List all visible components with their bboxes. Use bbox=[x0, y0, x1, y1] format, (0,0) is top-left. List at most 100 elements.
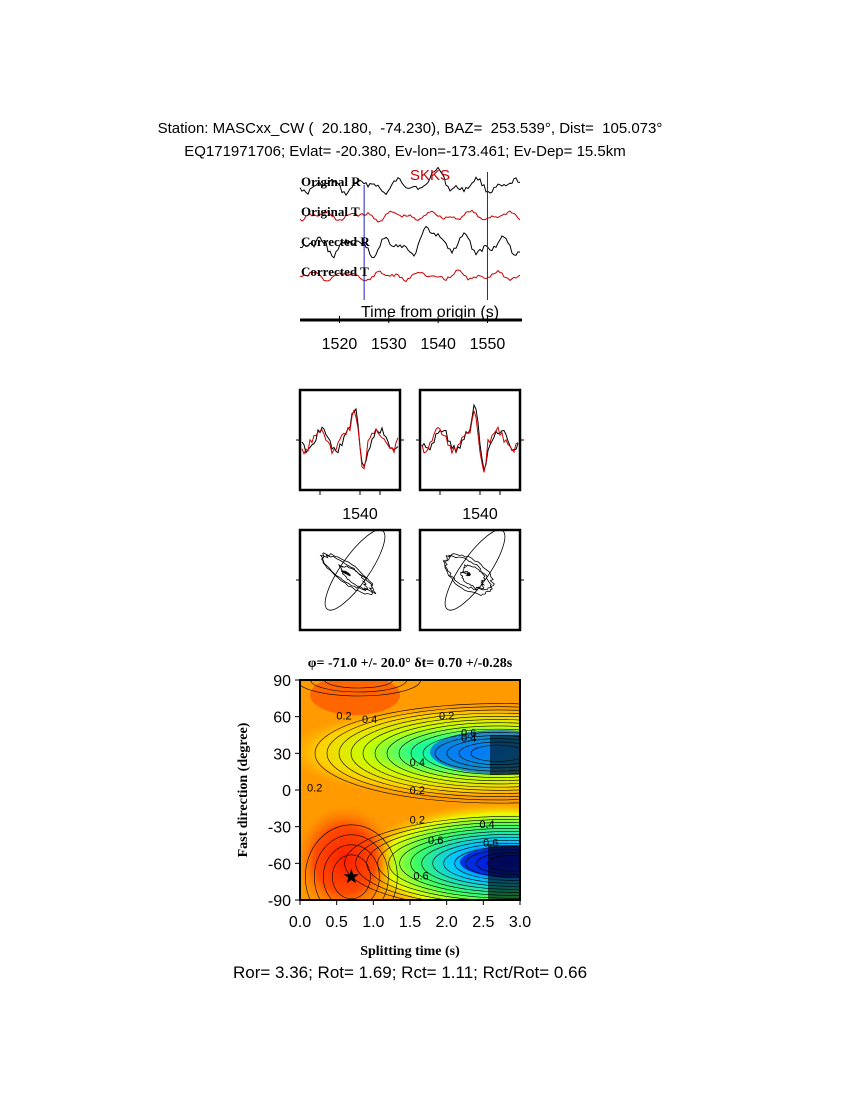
contour-line bbox=[388, 828, 520, 899]
overlay-trace-black bbox=[421, 403, 519, 472]
contour-line bbox=[410, 728, 520, 778]
contour-line bbox=[386, 722, 520, 785]
best-fit-star bbox=[343, 868, 359, 884]
contour-label: 0.6 bbox=[428, 835, 443, 847]
contour-label: 0.6 bbox=[483, 838, 498, 850]
best-fit-star-marker bbox=[343, 868, 359, 884]
contour-line bbox=[323, 844, 380, 900]
overlay-trace-black bbox=[301, 407, 399, 468]
trace-original-r bbox=[299, 166, 521, 197]
contour-line bbox=[443, 843, 520, 884]
energy-grid bbox=[300, 680, 520, 900]
trace-original-t bbox=[299, 209, 521, 223]
phi-result: φ= -71.0 +/- 20.0° bbox=[308, 656, 411, 671]
overlay-traces bbox=[296, 403, 524, 495]
contour-line bbox=[314, 834, 389, 900]
contour-line bbox=[398, 725, 520, 782]
corrected-particle-motion-frame bbox=[418, 528, 522, 632]
contour-labels: 0.2 0.20.20.20.20.40.40.40.40.60.60.60.6 bbox=[307, 710, 498, 882]
contour-line bbox=[377, 825, 520, 900]
contour-label: 0.2 bbox=[336, 710, 351, 722]
contour-line bbox=[300, 680, 421, 697]
contour-label: 0.4 bbox=[461, 732, 476, 744]
contour-line bbox=[421, 837, 520, 890]
waveform-overlay-panels: 1540 1540 bbox=[296, 388, 524, 523]
particle-motion-curve bbox=[319, 552, 377, 596]
particle-motion-panels bbox=[296, 528, 524, 632]
contour-line bbox=[326, 706, 520, 801]
grid-x-tick-label: 1.5 bbox=[399, 914, 421, 931]
contour-line bbox=[446, 738, 520, 769]
x-tick-label: 1530 bbox=[371, 336, 407, 353]
contour-line bbox=[332, 854, 371, 900]
contour-line bbox=[487, 855, 520, 872]
contour-line bbox=[374, 719, 520, 788]
grid-x-tick-label: 0.5 bbox=[326, 914, 348, 931]
splitting-grid-panel: φ= -71.0 +/- 20.0° δt= 0.70 +/-0.28s 0.2… bbox=[236, 656, 531, 959]
contour-line bbox=[399, 831, 520, 896]
contour-label: 0.4 bbox=[362, 714, 377, 726]
grid-x-tick-label: 1.0 bbox=[362, 914, 384, 931]
contour-line bbox=[476, 852, 520, 875]
contour-label: 0.2 bbox=[410, 814, 425, 826]
contour-line bbox=[305, 824, 398, 900]
contour-label: 0.2 bbox=[307, 783, 322, 795]
x-tick-label: 1550 bbox=[470, 336, 506, 353]
contour-line bbox=[350, 712, 520, 794]
series-label-original-t: Original T bbox=[301, 204, 360, 219]
contour-line bbox=[454, 846, 520, 881]
series-label-corrected-t: Corrected T bbox=[301, 264, 369, 279]
contour-line bbox=[344, 816, 520, 900]
dt-result: δt= 0.70 +/-0.28s bbox=[414, 656, 512, 671]
contour-line bbox=[458, 741, 520, 766]
grid-x-tick-label: 2.5 bbox=[472, 914, 494, 931]
station-info: Station: MASCxx_CW ( 20.180, -74.230), B… bbox=[157, 120, 663, 137]
contour-line bbox=[314, 703, 520, 804]
trace-corrected-r bbox=[299, 225, 521, 259]
contour-label: 0.4 bbox=[479, 819, 494, 831]
grid-y-tick-label: 0 bbox=[282, 783, 291, 800]
contour-line bbox=[434, 735, 520, 772]
event-info: EQ171971706; Evlat= -20.380, Ev-lon=-173… bbox=[184, 143, 626, 160]
uncorrected-particle-motion-frame bbox=[298, 528, 402, 632]
overlay-trace-red bbox=[301, 408, 399, 470]
trace-group bbox=[299, 166, 521, 283]
ratio-summary: Ror= 3.36; Rot= 1.69; Rct= 1.11; Rct/Rot… bbox=[232, 963, 588, 982]
polarization-ellipse bbox=[324, 529, 386, 611]
contour-label: 0.2 bbox=[410, 785, 425, 797]
overlay-right-tick-label: 1540 bbox=[462, 506, 498, 523]
contour-line bbox=[355, 819, 520, 900]
contour-line bbox=[362, 716, 520, 791]
grid-y-tick-label: -30 bbox=[268, 820, 291, 837]
contour-line bbox=[310, 680, 407, 693]
grid-y-tick-label: -90 bbox=[268, 893, 291, 910]
contour-label: 0.6 bbox=[461, 728, 476, 740]
contour-line bbox=[410, 834, 520, 893]
grid-x-tick-label: 0.0 bbox=[289, 914, 311, 931]
contour-line bbox=[465, 849, 520, 878]
grid-axes: 0.0 0.5 1.0 1.5 2.0 2.5 3.0 90 60 30 0 -30 -60 -90 bbox=[268, 673, 531, 931]
contour-label: 0.2 bbox=[439, 710, 454, 722]
contour-line bbox=[338, 709, 520, 798]
contour-line bbox=[422, 732, 520, 775]
grid-y-tick-label: 90 bbox=[273, 673, 291, 690]
particle-motion-curve bbox=[442, 553, 495, 596]
grid-x-axis-label: Splitting time (s) bbox=[360, 944, 460, 959]
x-tick-label: 1540 bbox=[420, 336, 456, 353]
contour-label: 0.4 bbox=[410, 757, 425, 769]
overlay-trace-red bbox=[421, 410, 519, 473]
series-label-original-r: Original R bbox=[301, 174, 361, 189]
grid-x-tick-label: 2.0 bbox=[436, 914, 458, 931]
contour-line bbox=[432, 840, 520, 887]
polarization-ellipse bbox=[444, 529, 506, 611]
x-axis-label: Time from origin (s) bbox=[361, 304, 499, 321]
trace-corrected-t bbox=[299, 269, 521, 283]
contour-line bbox=[324, 680, 393, 689]
contour-label: 0.6 bbox=[413, 871, 428, 883]
grid-y-tick-label: -60 bbox=[268, 856, 291, 873]
grid-y-axis-label: Fast direction (degree) bbox=[236, 722, 251, 857]
grid-x-tick-label: 3.0 bbox=[509, 914, 531, 931]
series-label-corrected-r: Corrected R bbox=[301, 234, 370, 249]
result-title: φ= -71.0 +/- 20.0° δt= 0.70 +/-0.28s bbox=[308, 656, 513, 671]
phase-label: SKKS bbox=[410, 167, 450, 184]
